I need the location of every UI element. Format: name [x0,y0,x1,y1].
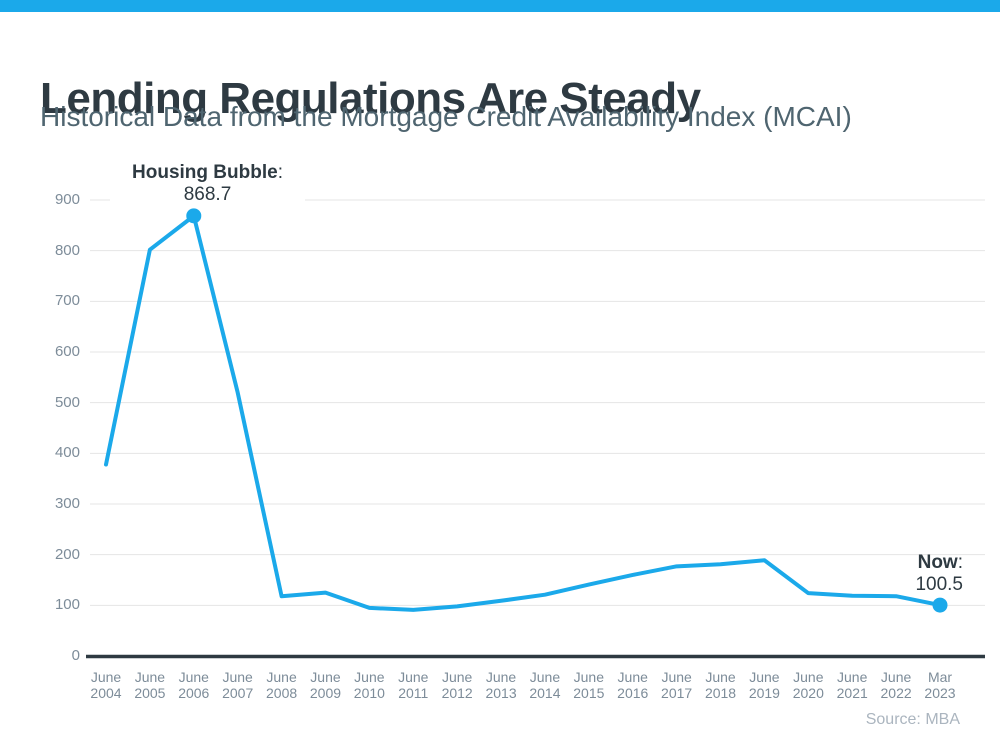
x-tick-label: June 2010 [353,669,385,701]
x-tick-label: Mar 2023 [924,669,956,701]
y-tick-label: 100 [54,596,80,614]
x-tick-label: June 2008 [266,669,298,701]
annotation-now-value: 100.5 [915,574,963,595]
x-tick-label: June 2007 [222,669,254,701]
mcai-data-line [104,213,942,612]
data-point-marker [186,208,202,224]
x-tick-label: June 2013 [485,669,517,701]
x-tick-label: June 2014 [529,669,561,701]
annotation-housing-bubble: Housing Bubble: 868.7 [110,162,305,206]
page-title: Lending Regulations Are Steady [40,74,701,124]
y-tick-label: 800 [54,241,80,259]
annotation-now: Now: 100.5 [858,552,963,596]
y-tick-label: 700 [54,292,80,310]
y-tick-label: 500 [54,393,80,411]
x-tick-label: June 2021 [836,669,868,701]
annotation-housing-bubble-label: Housing Bubble: [132,162,283,183]
x-tick-label: June 2009 [309,669,342,701]
x-tick-label: June 2005 [134,669,166,701]
x-tick-label: June 2022 [880,669,912,701]
y-tick-label: 0 [71,647,80,664]
x-tick-label: June 2015 [573,669,605,701]
page-subtitle: Historical Data from the Mortgage Credit… [40,101,852,132]
y-tick-label: 600 [54,343,80,360]
y-tick-label: 400 [54,444,80,462]
y-tick-label: 900 [54,191,80,208]
top-accent-bar [0,0,1000,12]
x-tick-label: June 2012 [441,669,473,701]
x-tick-label: June 2017 [661,669,693,701]
x-tick-label: June 2011 [398,669,429,701]
annotation-now-label: Now: [917,552,963,573]
x-tick-label: June 2019 [748,669,780,701]
y-tick-label: 200 [54,545,80,563]
annotation-housing-bubble-value: 868.7 [183,184,232,205]
x-tick-label: June 2016 [617,669,649,701]
y-tick-label: 300 [54,495,80,512]
x-tick-label: June 2020 [792,669,824,701]
data-point-marker [932,597,948,613]
source-attribution: Source: MBA [865,711,960,728]
x-tick-label: June 2006 [178,669,210,701]
x-tick-label: June 2018 [704,669,737,701]
data-point-markers [186,208,948,613]
x-tick-label: June 2004 [90,669,122,701]
gridlines [90,199,985,606]
